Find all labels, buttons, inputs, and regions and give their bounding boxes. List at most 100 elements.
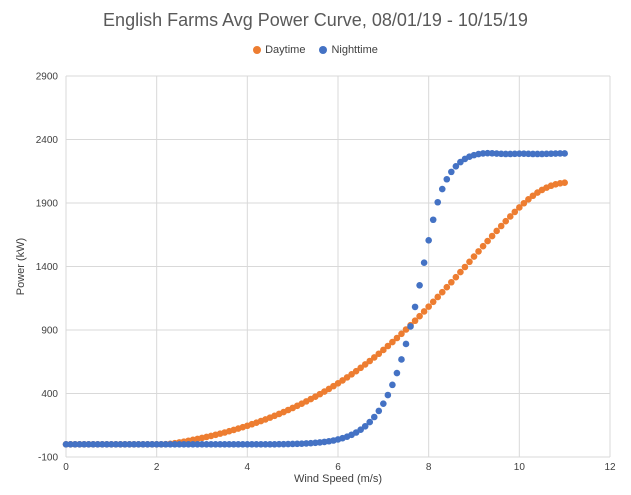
nighttime-point [130, 441, 138, 448]
nighttime-point [103, 441, 111, 448]
nighttime-point [239, 441, 247, 448]
nighttime-point [244, 441, 251, 448]
x-axis-title: Wind Speed (m/s) [294, 473, 382, 485]
daytime-point [457, 268, 464, 276]
x-tick-label: 2 [154, 462, 160, 473]
nighttime-point [366, 418, 374, 426]
daytime-point [357, 364, 364, 372]
daytime-point [466, 258, 473, 266]
nighttime-point [411, 303, 419, 311]
nighttime-point [62, 441, 70, 448]
daytime-point [511, 208, 519, 216]
series-nighttime [62, 149, 568, 448]
series-daytime [62, 179, 568, 448]
daytime-point [438, 288, 446, 296]
nighttime-point [416, 282, 423, 289]
chart-title: English Farms Avg Power Curve, 08/01/19 … [103, 10, 528, 30]
nighttime-point [275, 440, 283, 448]
nighttime-point [429, 216, 437, 224]
daytime-point [493, 227, 500, 235]
nighttime-point [126, 441, 133, 448]
daytime-point [416, 312, 423, 320]
daytime-point [516, 204, 523, 211]
nighttime-point [402, 340, 410, 348]
nighttime-point [166, 441, 174, 448]
nighttime-point [148, 441, 156, 448]
y-tick-label: 400 [41, 389, 58, 400]
daytime-point [452, 273, 460, 281]
nighttime-point [234, 441, 242, 448]
daytime-point [361, 361, 369, 368]
daytime-point [389, 338, 396, 346]
daytime-point [384, 342, 392, 350]
nighttime-point [162, 441, 170, 448]
nighttime-point [180, 441, 188, 448]
nighttime-point [370, 413, 378, 421]
nighttime-point [112, 441, 120, 448]
nighttime-point [153, 441, 160, 448]
nighttime-point [502, 150, 510, 158]
daytime-point [520, 199, 528, 207]
nighttime-point [94, 441, 102, 448]
nighttime-point [225, 441, 233, 448]
nighttime-point [117, 441, 124, 448]
daytime-point [420, 308, 428, 315]
daytime-point [352, 367, 360, 375]
nighttime-point [171, 441, 179, 448]
nighttime-point [420, 259, 428, 266]
nighttime-point [556, 150, 564, 157]
daytime-point [502, 217, 510, 225]
daytime-point [488, 232, 496, 240]
nighttime-point [157, 441, 165, 448]
daytime-point [443, 283, 451, 291]
nighttime-point [212, 441, 219, 448]
x-tick-label: 8 [426, 462, 432, 473]
nighttime-point [443, 175, 451, 183]
daytime-point [393, 334, 401, 342]
daytime-point [479, 242, 487, 250]
nighttime-point [434, 198, 442, 206]
nighttime-point [176, 441, 183, 448]
nighttime-point [438, 185, 446, 193]
x-tick-label: 6 [335, 462, 341, 473]
nighttime-point [98, 441, 106, 448]
legend-label-daytime: Daytime [265, 44, 306, 56]
daytime-point [461, 263, 469, 271]
daytime-point [380, 346, 387, 354]
nighttime-point [393, 369, 401, 377]
daytime-point [525, 196, 532, 203]
daytime-point [484, 237, 491, 245]
x-tick-label: 10 [514, 462, 526, 473]
nighttime-point [67, 441, 74, 448]
y-tick-label: 900 [41, 326, 58, 337]
legend-marker-nighttime [319, 46, 328, 54]
nighttime-point [80, 441, 88, 448]
nighttime-point [361, 422, 369, 430]
daytime-point [375, 350, 383, 358]
daytime-point [366, 357, 374, 365]
nighttime-point [253, 441, 260, 448]
daytime-point [398, 330, 405, 338]
nighttime-point [108, 441, 115, 448]
nighttime-point [384, 391, 392, 399]
nighttime-point [185, 441, 192, 448]
nighttime-point [389, 381, 396, 389]
nighttime-point [529, 150, 537, 158]
nighttime-point [89, 441, 97, 448]
daytime-point [561, 179, 568, 186]
legend-item-nighttime: Nighttime [319, 44, 378, 56]
y-tick-label: 1900 [36, 199, 59, 210]
nighttime-point [561, 150, 568, 157]
daytime-point [448, 278, 455, 286]
nighttime-point [407, 323, 414, 330]
nighttime-point [425, 237, 432, 244]
nighttime-point [448, 168, 455, 176]
nighttime-point [216, 441, 224, 448]
y-tick-label: 2900 [36, 72, 59, 83]
nighttime-point [230, 441, 238, 448]
y-axis-title: Power (kW) [15, 238, 27, 295]
nighttime-point [516, 150, 523, 158]
daytime-point [506, 213, 514, 220]
nighttime-point [357, 426, 364, 433]
nighttime-point [203, 441, 210, 448]
